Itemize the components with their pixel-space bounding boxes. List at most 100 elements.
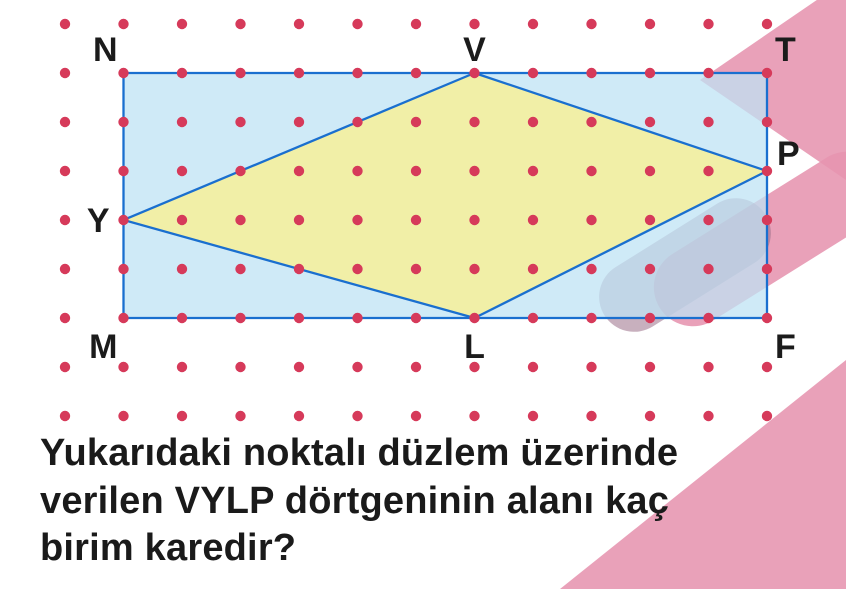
grid-dot xyxy=(352,411,362,421)
grid-dot xyxy=(469,264,479,274)
grid-dot xyxy=(645,68,655,78)
grid-dot xyxy=(586,411,596,421)
grid-dot xyxy=(177,19,187,29)
grid-dot xyxy=(294,19,304,29)
grid-dot xyxy=(762,411,772,421)
label-N: N xyxy=(93,31,118,69)
grid-dot xyxy=(411,362,421,372)
grid-dot xyxy=(177,117,187,127)
grid-dot xyxy=(762,362,772,372)
grid-dot xyxy=(294,362,304,372)
grid-dot xyxy=(294,117,304,127)
grid-dot xyxy=(294,215,304,225)
grid-dot xyxy=(411,166,421,176)
grid-dot xyxy=(586,117,596,127)
grid-dot xyxy=(411,19,421,29)
grid-dot xyxy=(118,19,128,29)
grid-dot xyxy=(235,166,245,176)
grid-dot xyxy=(645,362,655,372)
grid-dot xyxy=(352,362,362,372)
stage: NTFMVPLY Yukarıdaki noktalı düzlem üzeri… xyxy=(0,0,846,589)
grid-dot xyxy=(762,215,772,225)
label-M: M xyxy=(89,328,117,366)
grid-dot xyxy=(703,313,713,323)
grid-dot xyxy=(60,68,70,78)
grid-dot xyxy=(469,313,479,323)
grid-dot xyxy=(586,19,596,29)
grid-dot xyxy=(528,215,538,225)
grid-dot xyxy=(294,264,304,274)
grid-dot xyxy=(528,117,538,127)
grid-dot xyxy=(60,362,70,372)
grid-dot xyxy=(352,19,362,29)
grid-dot xyxy=(703,264,713,274)
grid-dot xyxy=(645,264,655,274)
grid-dot xyxy=(177,215,187,225)
grid-dot xyxy=(60,215,70,225)
grid-dot xyxy=(177,362,187,372)
grid-dot xyxy=(586,313,596,323)
grid-dot xyxy=(294,411,304,421)
grid-dot xyxy=(294,166,304,176)
question-line: verilen VYLP dörtgeninin alanı kaç xyxy=(40,478,830,526)
grid-dot xyxy=(352,68,362,78)
question-line: birim karedir? xyxy=(40,525,830,573)
label-F: F xyxy=(775,328,796,366)
grid-dot xyxy=(177,411,187,421)
grid-dot xyxy=(60,19,70,29)
grid-dot xyxy=(118,166,128,176)
grid-dot xyxy=(294,313,304,323)
grid-dot xyxy=(60,313,70,323)
grid-dot xyxy=(411,411,421,421)
grid-dot xyxy=(703,117,713,127)
grid-dot xyxy=(703,68,713,78)
grid-dot xyxy=(235,117,245,127)
grid-dot xyxy=(762,117,772,127)
grid-dot xyxy=(528,411,538,421)
label-L: L xyxy=(464,328,485,366)
grid-dot xyxy=(645,117,655,127)
grid-dot xyxy=(703,215,713,225)
grid-dot xyxy=(586,264,596,274)
grid-dot xyxy=(645,215,655,225)
grid-dot xyxy=(411,68,421,78)
grid-dot xyxy=(411,215,421,225)
grid-dot xyxy=(762,19,772,29)
grid-dot xyxy=(352,264,362,274)
label-Y: Y xyxy=(87,202,110,240)
label-V: V xyxy=(463,31,486,69)
grid-dot xyxy=(469,215,479,225)
grid-dot xyxy=(352,313,362,323)
grid-dot xyxy=(411,313,421,323)
grid-dot xyxy=(528,264,538,274)
grid-dot xyxy=(235,264,245,274)
grid-dot xyxy=(411,264,421,274)
grid-dot xyxy=(118,215,128,225)
grid-dot xyxy=(235,19,245,29)
grid-dot xyxy=(469,68,479,78)
grid-dot xyxy=(528,166,538,176)
grid-dot xyxy=(703,19,713,29)
question-line: Yukarıdaki noktalı düzlem üzerinde xyxy=(40,430,830,478)
grid-dot xyxy=(528,362,538,372)
grid-dot xyxy=(528,313,538,323)
grid-dot xyxy=(645,313,655,323)
grid-dot xyxy=(177,313,187,323)
grid-dot xyxy=(60,166,70,176)
grid-dot xyxy=(645,19,655,29)
grid-dot xyxy=(762,264,772,274)
question-text: Yukarıdaki noktalı düzlem üzerindeverile… xyxy=(40,430,830,573)
grid-dot xyxy=(762,313,772,323)
grid-dot xyxy=(469,411,479,421)
grid-dot xyxy=(177,68,187,78)
grid-dot xyxy=(177,264,187,274)
grid-dot xyxy=(118,313,128,323)
grid-dot xyxy=(586,68,596,78)
grid-dot xyxy=(235,362,245,372)
grid-dot xyxy=(60,264,70,274)
grid-dot xyxy=(645,411,655,421)
grid-dot xyxy=(645,166,655,176)
grid-dot xyxy=(586,215,596,225)
label-P: P xyxy=(777,135,800,173)
grid-dot xyxy=(118,411,128,421)
